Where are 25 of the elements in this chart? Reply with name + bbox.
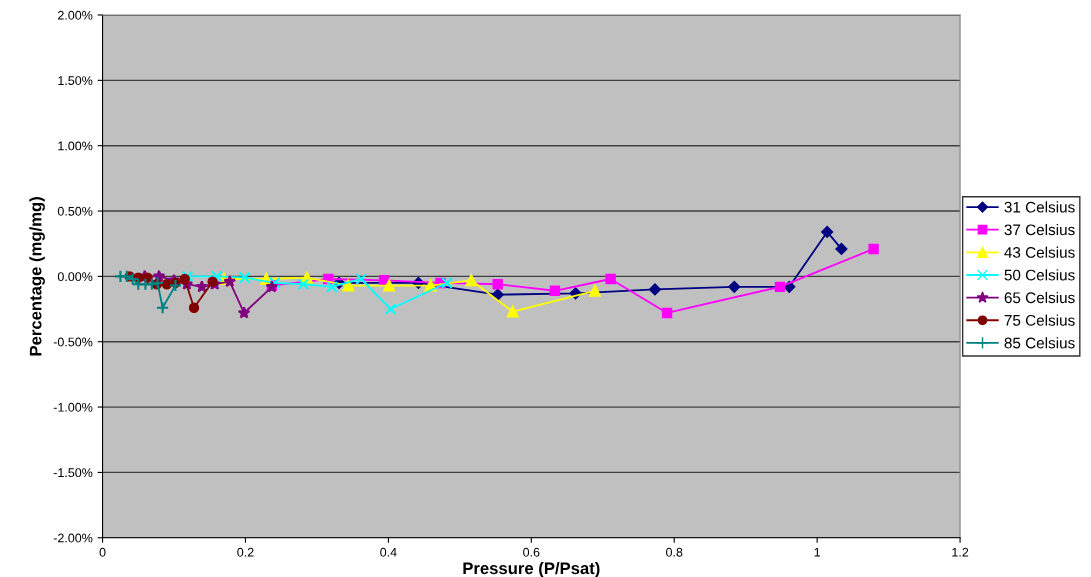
y-tick-label: -1.50%	[53, 468, 93, 478]
legend-label: 50 Celsius	[1004, 269, 1075, 281]
y-tick-label: -0.50%	[53, 337, 93, 347]
x-axis-title: Pressure (P/Psat)	[463, 561, 600, 577]
x-tick-label: 0	[99, 547, 106, 557]
y-axis-title: Percentage (mg/mg)	[29, 197, 45, 356]
legend-label: 65 Celsius	[1004, 291, 1075, 304]
legend-label: 75 Celsius	[1004, 314, 1075, 326]
x-tick-label: 0.6	[523, 547, 540, 557]
x-tick-label: 0.4	[380, 547, 397, 557]
y-tick-label: -1.00%	[53, 402, 93, 412]
y-tick-label: 1.50%	[58, 76, 93, 85]
legend-label: 31 Celsius	[1004, 201, 1075, 213]
x-tick-label: 1.2	[952, 547, 969, 557]
legend-label: 37 Celsius	[1004, 223, 1075, 236]
x-tick-label: 1	[814, 547, 821, 557]
y-tick-label: 2.00%	[58, 10, 93, 20]
y-tick-label: 0.00%	[57, 272, 93, 282]
legend-label: 43 Celsius	[1004, 246, 1075, 258]
y-tick-label: 1.00%	[58, 141, 93, 151]
legend-label: 85 Celsius	[1004, 337, 1075, 349]
x-tick-label: 0.8	[666, 547, 683, 557]
y-tick-label: 0.50%	[57, 206, 93, 216]
y-tick-label: -2.00%	[53, 533, 93, 543]
x-tick-label: 0.2	[237, 547, 254, 557]
